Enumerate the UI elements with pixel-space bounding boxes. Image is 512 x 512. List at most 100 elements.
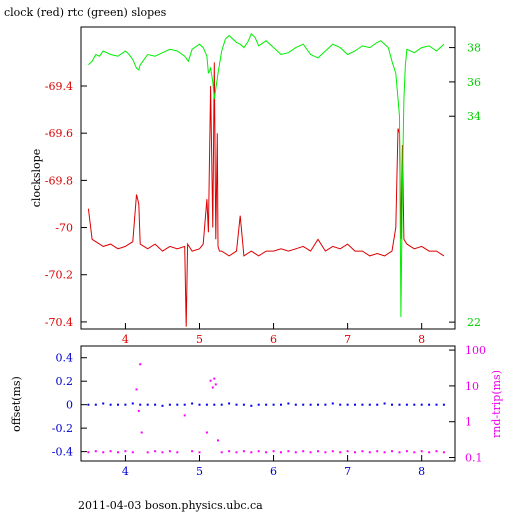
point-rtt	[131, 451, 134, 454]
point-offset	[354, 403, 356, 406]
bottom-y-axis-label: offset(ms)	[10, 376, 23, 432]
point-offset	[176, 403, 179, 406]
top-plot-frame	[80, 26, 456, 330]
point-rtt	[272, 450, 275, 453]
point-rtt	[235, 451, 238, 454]
point-rtt	[183, 414, 186, 417]
point-offset	[435, 403, 438, 406]
top-plot-tick-labels: 4 5 6 7 8 -69.4 -69.6 -69.8 -70 -70.2 -70.4 38 36 34 2…	[45, 42, 481, 346]
point-rtt	[217, 439, 219, 442]
point-rtt	[117, 451, 119, 454]
point-rtt	[154, 450, 157, 453]
point-offset	[331, 402, 334, 405]
point-offset	[139, 403, 142, 406]
point-offset	[198, 403, 201, 406]
point-rtt	[361, 450, 364, 453]
point-rtt	[176, 451, 179, 454]
point-offset	[302, 403, 305, 406]
point-rtt	[198, 451, 201, 454]
point-rtt	[211, 386, 214, 389]
bottom-y-tick-label: 0.2	[56, 375, 74, 388]
point-offset	[294, 403, 297, 406]
point-rtt	[339, 451, 342, 454]
bottom-x-tick-label: 8	[418, 465, 425, 478]
series-points-rtt	[87, 363, 445, 454]
point-rtt	[287, 450, 290, 453]
point-offset	[287, 402, 290, 405]
bottom-y2-tick-label: 0.1	[465, 452, 483, 465]
point-rtt	[317, 450, 319, 453]
point-rtt	[161, 451, 164, 454]
top-y-tick-label: -70.4	[45, 316, 73, 329]
top-x-tick-label: 6	[270, 333, 277, 346]
top-x-tick-label: 5	[196, 333, 203, 346]
top-y2-tick-label: 38	[467, 42, 481, 55]
point-rtt	[383, 451, 386, 454]
point-rtt	[214, 383, 217, 386]
point-rtt	[391, 450, 393, 453]
point-rtt	[94, 450, 97, 453]
point-offset	[398, 403, 401, 406]
footer-caption: 2011-04-03 boson.physics.ubc.ca	[78, 499, 263, 512]
point-rtt	[405, 450, 408, 453]
point-rtt	[346, 450, 349, 453]
point-offset	[346, 403, 349, 406]
point-offset	[109, 403, 112, 406]
bottom-plot-ticks	[81, 349, 455, 461]
point-rtt	[309, 451, 312, 454]
top-y-tick-label: -69.6	[45, 127, 73, 140]
point-rtt	[257, 450, 260, 453]
point-rtt	[442, 451, 445, 454]
point-rtt	[331, 450, 334, 453]
point-offset	[154, 403, 157, 406]
point-rtt	[135, 388, 138, 391]
top-y-tick-label: -70	[55, 222, 73, 235]
point-rtt	[205, 431, 208, 434]
top-x-tick-label: 7	[344, 333, 351, 346]
point-rtt	[228, 450, 231, 453]
point-offset	[272, 403, 275, 406]
point-rtt	[250, 451, 253, 454]
point-offset	[94, 403, 97, 406]
bottom-x-tick-label: 7	[344, 465, 351, 478]
point-offset	[361, 403, 364, 406]
point-rtt	[420, 450, 423, 453]
point-rtt	[354, 451, 356, 454]
point-rtt	[294, 451, 297, 454]
point-rtt	[376, 450, 379, 453]
point-offset	[420, 403, 423, 406]
point-offset	[339, 403, 342, 406]
point-rtt	[302, 450, 305, 453]
point-rtt	[435, 450, 438, 453]
point-offset	[442, 403, 445, 406]
point-offset	[309, 403, 312, 406]
point-offset	[168, 403, 171, 406]
point-offset	[257, 403, 260, 406]
point-rtt	[140, 431, 143, 434]
series-line-clock	[87, 62, 445, 327]
point-offset	[220, 403, 223, 406]
point-offset	[102, 402, 105, 405]
point-rtt	[265, 451, 268, 454]
top-y-tick-label: -69.8	[45, 174, 73, 187]
top-y-axis-label: clockslope	[30, 149, 43, 207]
point-offset	[213, 403, 216, 406]
bottom-y-tick-label: -0.2	[52, 422, 73, 435]
point-offset	[413, 403, 416, 406]
point-offset	[191, 402, 194, 405]
offset-panel: 4 5 6 7 8 0.4 0.2 0 -0.2 -0.4 100 10 1 0.1 offset(ms)…	[10, 344, 503, 478]
point-offset	[146, 403, 149, 406]
point-offset	[324, 403, 327, 406]
point-rtt	[109, 450, 112, 453]
point-rtt	[428, 451, 431, 454]
point-offset	[183, 403, 186, 406]
bottom-x-tick-label: 6	[270, 465, 277, 478]
point-rtt	[280, 451, 282, 454]
point-rtt	[102, 451, 105, 454]
point-rtt	[191, 450, 194, 453]
bottom-y-tick-label: 0	[66, 399, 73, 412]
series-points-offset	[87, 402, 445, 407]
top-x-tick-label: 8	[418, 333, 425, 346]
top-y-tick-label: -69.4	[45, 80, 73, 93]
